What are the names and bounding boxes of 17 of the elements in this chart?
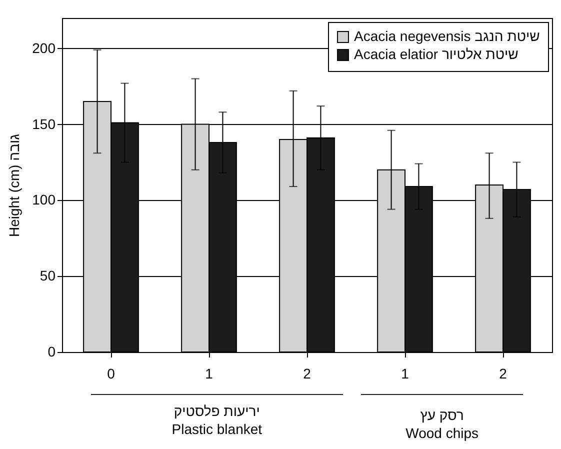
- x-tick-label: 0: [107, 366, 116, 382]
- text: Plastic blanket: [170, 420, 264, 438]
- y-tick-label: 0: [48, 344, 56, 360]
- x-tick-label: 1: [205, 366, 214, 382]
- x-tick-label: 2: [303, 366, 312, 382]
- y-tick-label: 100: [32, 192, 56, 208]
- legend-label: Acacia negevensis שיטת הנגב: [354, 28, 540, 44]
- text: Wood chips: [404, 424, 480, 442]
- x-tick-label: 1: [401, 366, 410, 382]
- x-tick-label: 2: [499, 366, 508, 382]
- y-tick-label: 150: [32, 116, 56, 132]
- y-axis-title: Height (cm) גובה: [6, 134, 22, 238]
- text: יריעות פלסטיק: [172, 402, 261, 420]
- legend-label: Acacia elatior שיטת אלטיור: [354, 46, 518, 62]
- y-tick-label: 50: [40, 268, 56, 284]
- y-tick-label: 200: [32, 40, 56, 56]
- text: רסק עץ: [419, 406, 465, 424]
